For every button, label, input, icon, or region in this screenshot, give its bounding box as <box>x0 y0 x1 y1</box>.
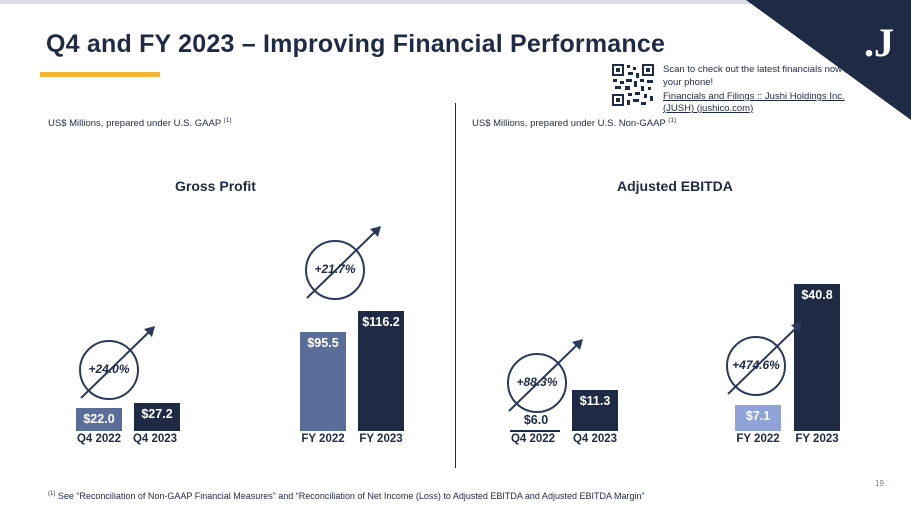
adjusted-ebitda-value-label: $11.3 <box>579 394 611 409</box>
scan-instructions: Scan to check out the latest financials … <box>663 64 856 88</box>
gross-profit-growth-label: +21.7% <box>314 262 356 276</box>
adjusted-ebitda-tick-label: FY 2022 <box>736 433 780 445</box>
brand-corner: .J <box>746 0 911 120</box>
gross-profit-growth-circle <box>79 340 139 400</box>
gross-profit-tick-label: FY 2023 <box>359 433 403 445</box>
right-caption-text: US$ Millions, prepared under U.S. Non-GA… <box>472 118 666 130</box>
footnote-text: See “Reconciliation of Non-GAAP Financia… <box>57 491 645 501</box>
left-caption: US$ Millions, prepared under U.S. GAAP (… <box>48 117 232 129</box>
gross-profit-bar-q4-2023 <box>134 402 180 431</box>
gross-profit-bar-q4-2022 <box>76 408 122 431</box>
adjusted-ebitda-chart-title: Adjusted EBITDA <box>617 178 733 194</box>
title-underline <box>40 72 160 77</box>
page-number: 19 <box>875 479 884 488</box>
svg-text:.J: .J <box>864 20 894 65</box>
gross-profit-bar-fy-2023 <box>358 311 404 431</box>
adjusted-ebitda-value-label: $6.0 <box>523 413 549 427</box>
growth-arrow-icon <box>80 326 155 399</box>
panel-divider <box>455 103 456 468</box>
adjusted-ebitda-bar-fy-2023 <box>794 284 840 431</box>
jushi-logo-icon: .J <box>864 20 894 65</box>
adjusted-ebitda-value-label: $40.8 <box>801 288 833 302</box>
adjusted-ebitda-tick-label: Q4 2022 <box>510 433 556 445</box>
adjusted-ebitda-growth-circle <box>726 336 786 396</box>
financials-link[interactable]: Financials and Filings :: Jushi Holdings… <box>663 91 845 114</box>
growth-arrow-icon <box>727 322 802 395</box>
left-caption-text: US$ Millions, prepared under U.S. GAAP <box>48 118 222 130</box>
gross-profit-growth-label: +24.0% <box>88 362 130 376</box>
gross-profit-chart-title: Gross Profit <box>175 178 256 194</box>
gross-profit-tick-label: Q4 2023 <box>132 433 178 445</box>
gross-profit-value-label: $22.0 <box>83 412 115 427</box>
gross-profit-tick-label: FY 2022 <box>301 433 345 445</box>
adjusted-ebitda-tick-label: FY 2023 <box>795 433 839 445</box>
adjusted-ebitda-value-label: $7.1 <box>745 409 771 424</box>
adjusted-ebitda-tick-label: Q4 2023 <box>572 433 618 445</box>
growth-arrow-icon <box>508 339 583 412</box>
adjusted-ebitda-bar-q4-2023 <box>572 390 618 431</box>
slide-title: Q4 and FY 2023 – Improving Financial Per… <box>46 30 666 58</box>
adjusted-ebitda-growth-circle <box>507 353 567 413</box>
footnote-ref: (1) <box>48 491 56 497</box>
adjusted-ebitda-bar-fy-2022 <box>735 405 781 431</box>
gross-profit-value-label: $116.2 <box>362 315 400 329</box>
growth-arrow-icon <box>306 226 381 299</box>
qr-code-icon[interactable] <box>611 63 655 107</box>
adjusted-ebitda-zero-bar-baseline <box>510 430 560 432</box>
footnote: (1) See “Reconciliation of Non-GAAP Fina… <box>48 491 644 501</box>
gross-profit-value-label: $27.2 <box>141 406 173 421</box>
right-caption-ref: (1) <box>668 117 677 124</box>
right-caption: US$ Millions, prepared under U.S. Non-GA… <box>472 117 676 129</box>
gross-profit-growth-circle <box>305 240 365 300</box>
left-caption-ref: (1) <box>223 117 232 124</box>
gross-profit-bar-fy-2022 <box>300 332 346 431</box>
gross-profit-value-label: $95.5 <box>307 336 339 351</box>
top-rule <box>0 0 911 4</box>
adjusted-ebitda-growth-label: +474.6% <box>732 358 780 372</box>
gross-profit-tick-label: Q4 2022 <box>76 433 122 445</box>
adjusted-ebitda-growth-label: +88.3% <box>516 375 558 389</box>
